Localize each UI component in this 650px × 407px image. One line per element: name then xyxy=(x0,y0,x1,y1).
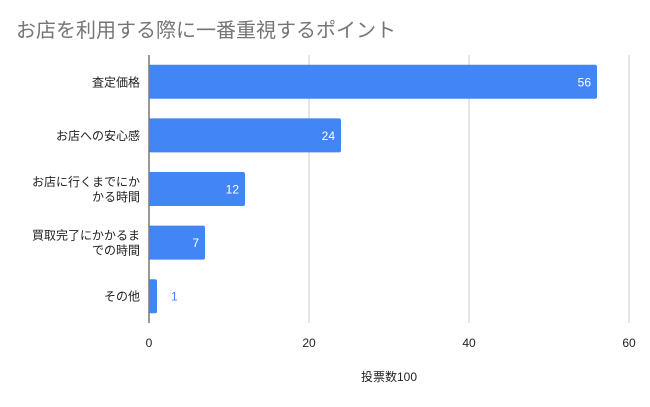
bar xyxy=(149,172,245,206)
data-label: 7 xyxy=(192,236,199,250)
category-label: お店に行くまでにかかる時間 xyxy=(32,175,140,204)
data-label: 56 xyxy=(578,75,592,89)
category-label: 買取完了にかかるまでの時間 xyxy=(32,228,140,258)
category-label: 査定価格 xyxy=(92,74,140,89)
data-label: 24 xyxy=(322,129,336,143)
chart-title: お店を利用する際に一番重視するポイント xyxy=(16,19,396,42)
bar xyxy=(149,279,157,314)
category-label: お店への安心感 xyxy=(56,128,140,143)
x-tick-label: 60 xyxy=(622,336,636,350)
data-label: 1 xyxy=(171,290,178,304)
x-tick-label: 40 xyxy=(462,336,476,350)
category-label: その他 xyxy=(104,290,140,304)
bar xyxy=(149,225,205,260)
data-label: 12 xyxy=(226,183,240,197)
bar xyxy=(149,64,597,99)
x-tick-label: 20 xyxy=(302,336,316,350)
bar xyxy=(149,118,341,153)
x-axis-label: 投票数100 xyxy=(361,369,417,384)
x-tick-label: 0 xyxy=(146,336,153,350)
